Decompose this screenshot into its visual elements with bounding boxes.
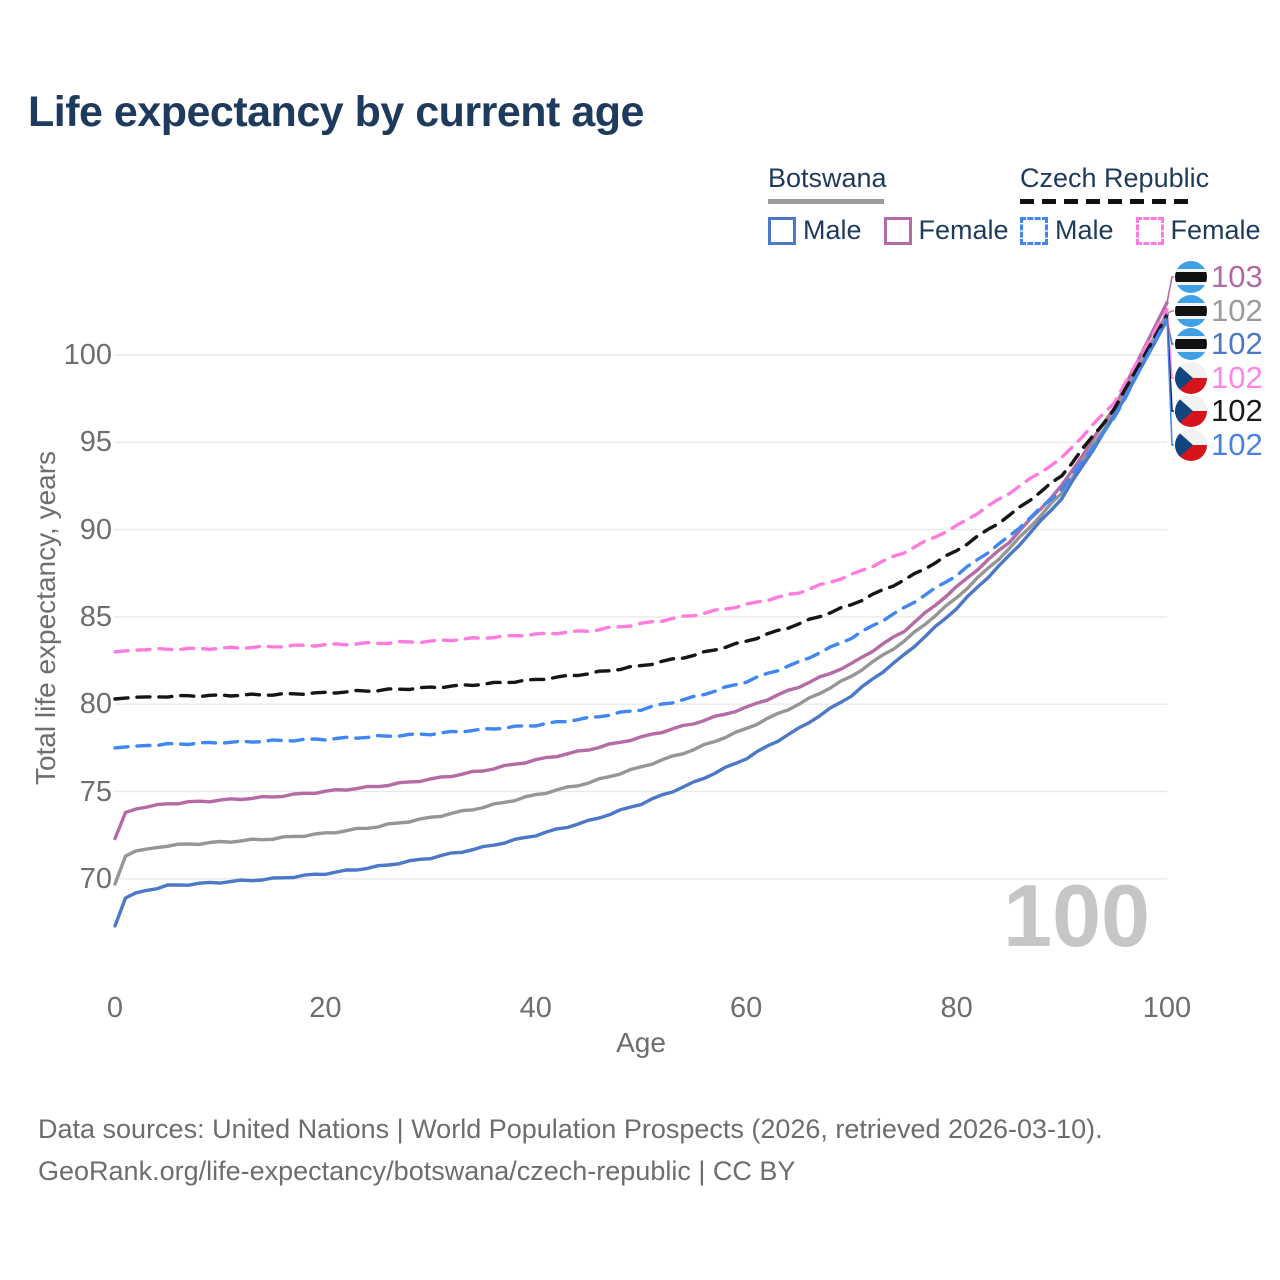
flag-icon-botswana (1175, 261, 1207, 293)
legend-items-row: Male Female (768, 215, 1031, 246)
legend-item-label: Female (918, 215, 1009, 245)
flag-icon-botswana (1175, 295, 1207, 327)
x-axis-title: Age (616, 1027, 666, 1058)
x-tick-label-100: 100 (1142, 992, 1192, 1024)
legend-swatch (1135, 216, 1164, 245)
legend-swatch (1020, 216, 1048, 245)
x-tick-label-20: 20 (309, 992, 342, 1024)
leader-line (1166, 276, 1174, 303)
series-line-botswana-female[interactable] (113, 300, 1169, 841)
legend-swatch (768, 216, 796, 245)
y-tick-label-75: 75 (79, 775, 112, 808)
series-line-botswana-male[interactable] (113, 318, 1169, 928)
x-tick-label-40: 40 (519, 992, 552, 1024)
legend-item-czech-republic-male[interactable]: Male (1020, 215, 1114, 246)
x-tick-label-0: 0 (106, 992, 124, 1024)
flag-icon-czech-republic (1175, 395, 1207, 427)
legend-group-botswana: Botswana Male Female (768, 163, 1031, 246)
y-tick-label-90: 90 (79, 513, 112, 546)
flag-icon-botswana (1175, 328, 1207, 360)
chart-title: Life expectancy by current age (28, 88, 644, 136)
footer-url-license: GeoRank.org/life-expectancy/botswana/cze… (38, 1156, 796, 1187)
end-value-label-botswana-both-sexes-: 102 (1211, 293, 1263, 328)
legend-country-label: Botswana (768, 163, 887, 193)
end-value-label-botswana-female: 103 (1211, 259, 1263, 294)
end-value-label-czech-republic-both-sexes-: 102 (1211, 393, 1263, 428)
end-value-label-botswana-male: 102 (1211, 326, 1263, 361)
legend-swatch (883, 216, 912, 245)
legend-country-linestyle-sample (1020, 199, 1196, 204)
series-line-czech-republic-both-sexes-[interactable] (113, 313, 1169, 701)
leader-line (1166, 310, 1174, 314)
x-tick-label-60: 60 (730, 992, 763, 1024)
end-value-label-czech-republic-male: 102 (1211, 427, 1263, 462)
legend-item-czech-republic-female[interactable]: Female (1135, 215, 1261, 246)
y-tick-label-100: 100 (63, 339, 112, 371)
y-tick-label-95: 95 (79, 426, 112, 459)
flag-icon-czech-republic (1175, 362, 1207, 394)
hover-age-watermark: 100 (1003, 866, 1150, 965)
y-axis-title: Total life expectancy, years (30, 450, 61, 786)
legend-item-label: Female (1170, 215, 1261, 245)
y-tick-label-80: 80 (79, 688, 112, 721)
y-tick-label-85: 85 (79, 600, 112, 633)
legend-item-botswana-male[interactable]: Male (768, 215, 862, 246)
legend-item-label: Male (1055, 215, 1114, 245)
leader-line (1166, 318, 1174, 446)
legend-items-row: Male Female (1020, 215, 1280, 246)
end-value-label-czech-republic-female: 102 (1211, 360, 1263, 395)
footer-attribution: Data sources: United Nations | World Pop… (38, 1108, 1103, 1192)
x-tick-label-80: 80 (940, 992, 973, 1024)
series-line-botswana-both-sexes-[interactable] (113, 311, 1169, 886)
legend-group-czech-republic: Czech Republic Male Female (1020, 163, 1280, 246)
series-line-czech-republic-female[interactable] (113, 307, 1169, 654)
legend-country-label: Czech Republic (1020, 163, 1210, 193)
legend-country-linestyle-sample (768, 199, 884, 204)
y-tick-label-70: 70 (79, 862, 112, 895)
footer-data-sources: Data sources: United Nations | World Pop… (38, 1114, 1103, 1144)
flag-icon-czech-republic (1175, 429, 1207, 461)
legend-item-botswana-female[interactable]: Female (883, 215, 1009, 246)
series-line-czech-republic-male[interactable] (113, 316, 1169, 750)
legend-item-label: Male (803, 215, 862, 245)
